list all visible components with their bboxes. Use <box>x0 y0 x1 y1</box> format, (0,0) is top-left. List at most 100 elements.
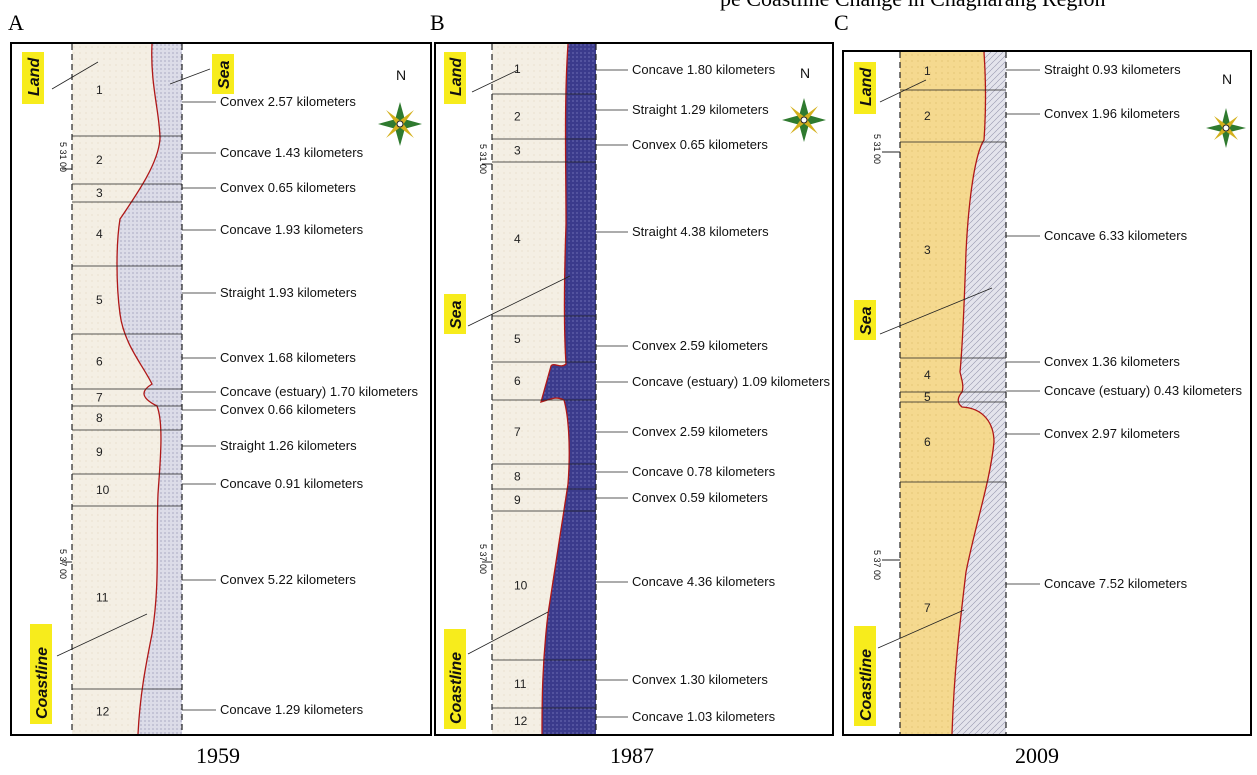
segment-label: Straight 4.38 kilometers <box>632 224 769 239</box>
segment-label: Concave 0.78 kilometers <box>632 464 776 479</box>
segment-label: Straight 1.93 kilometers <box>220 285 357 300</box>
segment-label: Concave 1.43 kilometers <box>220 145 364 160</box>
segment-label: Concave 1.93 kilometers <box>220 222 364 237</box>
panel-a-letter: A <box>8 10 24 35</box>
segment-label: Concave 4.36 kilometers <box>632 574 776 589</box>
north-arrow: N <box>378 67 422 146</box>
tag-sea: Sea <box>854 300 876 340</box>
sea-area <box>952 52 1006 734</box>
tag-coastline: Coastline <box>444 629 466 729</box>
segment-label: Convex 0.65 kilometers <box>632 137 768 152</box>
segment-label: Convex 0.66 kilometers <box>220 402 356 417</box>
panel-c-letter: C <box>834 10 849 35</box>
segment-label: Convex 1.68 kilometers <box>220 350 356 365</box>
coord-label-bottom: 5 37 00 <box>872 550 882 580</box>
segment-number: 9 <box>514 493 521 507</box>
segment-number: 2 <box>514 110 521 124</box>
segment-number: 1 <box>96 83 103 97</box>
svg-text:Sea: Sea <box>858 306 875 335</box>
svg-text:Land: Land <box>448 57 465 96</box>
svg-text:Coastline: Coastline <box>34 647 51 719</box>
svg-text:N: N <box>1222 71 1232 87</box>
segment-number: 1 <box>924 64 931 78</box>
segment-number: 4 <box>514 232 521 246</box>
panel-b-year: 1987 <box>610 743 654 768</box>
panel-a-map: 1 Convex 2.57 kilometers 2 Concave 1.43 kil… <box>22 44 422 734</box>
panel-a: 1 Convex 2.57 kilometers 2 Concave 1.43 kil… <box>10 42 432 736</box>
segment-number: 6 <box>514 374 521 388</box>
segment-label: Convex 1.30 kilometers <box>632 672 768 687</box>
tag-land: Land <box>444 52 466 104</box>
segment-label: Concave (estuary) 0.43 kilometers <box>1044 383 1242 398</box>
coord-label-bottom: 5 37 00 <box>58 549 68 579</box>
segment-number: 3 <box>514 144 521 158</box>
panel-b-letter: B <box>430 10 445 35</box>
tag-coastline: Coastline <box>854 626 876 726</box>
panel-b-map: 1 Concave 1.80 kilometers 2 Straight 1.29 k… <box>444 44 830 734</box>
segment-label: Concave 6.33 kilometers <box>1044 228 1188 243</box>
svg-text:Coastline: Coastline <box>858 649 875 721</box>
segment-number: 5 <box>514 332 521 346</box>
segment-number: 10 <box>514 579 528 593</box>
segment-label: Concave 1.03 kilometers <box>632 709 776 724</box>
segment-number: 9 <box>96 445 103 459</box>
segment-number: 5 <box>96 293 103 307</box>
segment-number: 11 <box>514 677 527 691</box>
segment-label: Convex 2.97 kilometers <box>1044 426 1180 441</box>
panel-a-year: 1959 <box>196 743 240 768</box>
segment-number: 12 <box>96 705 110 719</box>
svg-text:Sea: Sea <box>448 300 465 329</box>
svg-text:Land: Land <box>858 67 875 106</box>
coord-label-top: 5 31 00 <box>478 144 488 174</box>
segment-number: 3 <box>924 243 931 257</box>
segment-number: 7 <box>96 391 103 405</box>
segment-label: Convex 2.57 kilometers <box>220 94 356 109</box>
segment-label: Concave 1.80 kilometers <box>632 62 776 77</box>
segment-label: Concave (estuary) 1.70 kilometers <box>220 384 418 399</box>
segment-label: Concave (estuary) 1.09 kilometers <box>632 374 830 389</box>
coord-label-bottom: 5 37 00 <box>478 544 488 574</box>
segment-number: 7 <box>514 425 521 439</box>
tag-land: Land <box>854 62 876 114</box>
segment-number: 12 <box>514 714 528 728</box>
figure-header-fragment: pe Coastline Change in Chagharang Region <box>720 0 1106 12</box>
segment-number: 2 <box>96 153 103 167</box>
north-arrow: N <box>1206 71 1246 148</box>
segment-label: Concave 7.52 kilometers <box>1044 576 1188 591</box>
segment-label: Concave 1.29 kilometers <box>220 702 364 717</box>
segment-number: 4 <box>924 368 931 382</box>
segment-number: 2 <box>924 109 931 123</box>
north-arrow: N <box>782 65 826 142</box>
svg-text:N: N <box>800 65 810 81</box>
segment-label: Concave 0.91 kilometers <box>220 476 364 491</box>
segment-label: Convex 1.96 kilometers <box>1044 106 1180 121</box>
tag-sea: Sea <box>444 294 466 334</box>
segment-label: Convex 2.59 kilometers <box>632 338 768 353</box>
segment-number: 3 <box>96 186 103 200</box>
segment-number: 6 <box>96 355 103 369</box>
segment-number: 7 <box>924 601 931 615</box>
coord-label-top: 5 31 00 <box>872 134 882 164</box>
segment-number: 5 <box>924 390 931 404</box>
segment-label: Convex 1.36 kilometers <box>1044 354 1180 369</box>
segment-number: 6 <box>924 435 931 449</box>
segment-number: 4 <box>96 227 103 241</box>
segment-label: Convex 5.22 kilometers <box>220 572 356 587</box>
panel-c-year: 2009 <box>1015 743 1059 768</box>
panel-c-map: 1 Straight 0.93 kilometers 2 Convex 1.96 ki… <box>854 52 1246 734</box>
panel-c: 1 Straight 0.93 kilometers 2 Convex 1.96 ki… <box>842 50 1252 736</box>
segment-label: Convex 0.65 kilometers <box>220 180 356 195</box>
segment-number: 8 <box>514 470 521 484</box>
svg-text:Sea: Sea <box>216 60 233 89</box>
segment-number: 10 <box>96 483 110 497</box>
coastline <box>540 44 570 734</box>
segment-number: 11 <box>96 591 109 605</box>
coastline <box>116 44 162 734</box>
tag-coastline: Coastline <box>30 624 52 724</box>
tag-land: Land <box>22 52 44 104</box>
tag-sea: Sea <box>212 54 234 94</box>
segment-number: 1 <box>514 62 521 76</box>
segment-label: Straight 0.93 kilometers <box>1044 62 1181 77</box>
segment-label: Convex 2.59 kilometers <box>632 424 768 439</box>
coord-label-top: 5 31 00 <box>58 142 68 172</box>
